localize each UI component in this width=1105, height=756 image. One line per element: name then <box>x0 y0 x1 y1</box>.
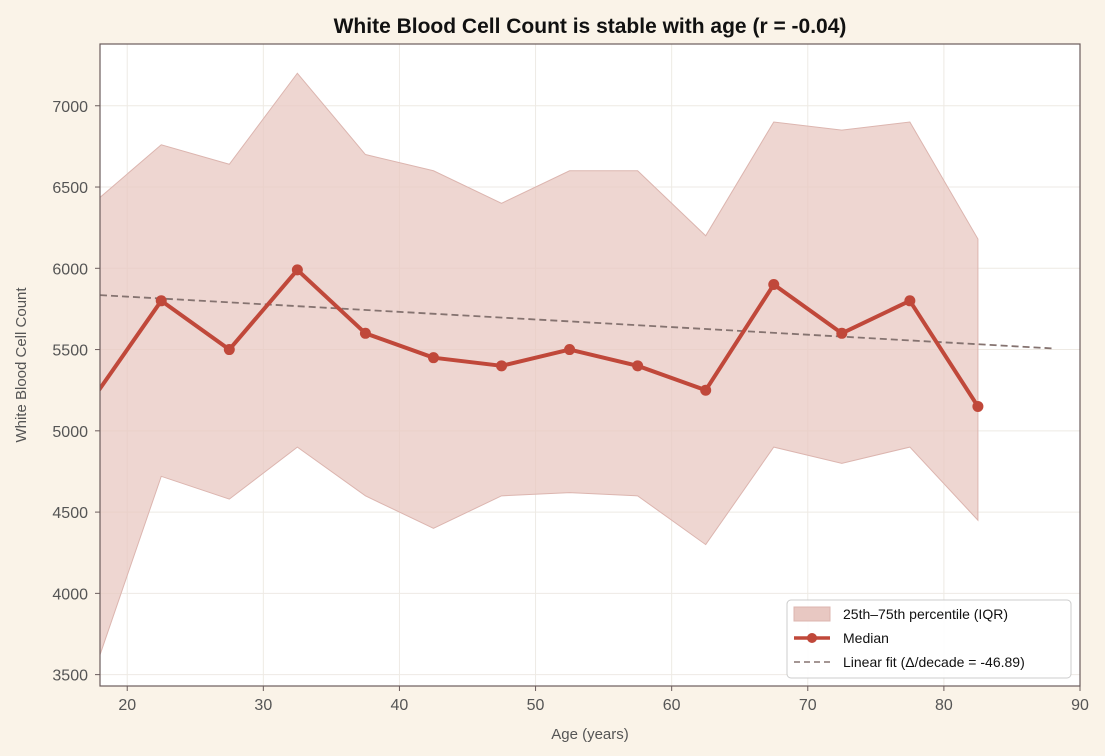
legend-label-fit: Linear fit (Δ/decade = -46.89) <box>843 654 1025 670</box>
y-axis-ticks: 3500 4000 4500 5000 5500 6000 6500 7000 <box>52 99 100 685</box>
median-point <box>223 344 235 356</box>
y-tick-label: 7000 <box>52 99 88 116</box>
median-point <box>291 264 303 276</box>
median-point <box>836 327 848 339</box>
y-tick-label: 5000 <box>52 424 88 441</box>
iqr-band-layer <box>100 72 979 657</box>
y-tick-label: 4500 <box>52 505 88 522</box>
x-tick-label: 40 <box>391 697 409 714</box>
legend-label-iqr: 25th–75th percentile (IQR) <box>843 606 1008 622</box>
x-tick-label: 70 <box>799 697 817 714</box>
x-tick-label: 20 <box>118 697 136 714</box>
iqr-band <box>100 72 979 657</box>
median-point <box>700 384 712 396</box>
x-axis-label: Age (years) <box>551 726 629 743</box>
plot-frame <box>99 43 1081 687</box>
median-point <box>904 295 916 307</box>
legend: 25th–75th percentile (IQR) Median Linear… <box>786 599 1072 679</box>
median-point <box>972 400 984 412</box>
legend-label-median: Median <box>843 630 889 646</box>
median-point <box>427 352 439 364</box>
x-axis-ticks: 20 30 40 50 60 70 80 90 <box>118 686 1089 714</box>
median-point <box>496 360 508 372</box>
y-tick-label: 6500 <box>52 180 88 197</box>
median-line <box>100 267 980 408</box>
y-axis-label: White Blood Cell Count <box>13 287 30 443</box>
y-tick-label: 3500 <box>52 668 88 685</box>
linear-fit-layer <box>99 294 1053 350</box>
chart-title: White Blood Cell Count is stable with ag… <box>334 15 847 38</box>
median-point <box>359 327 371 339</box>
median-point <box>632 360 644 372</box>
x-tick-label: 80 <box>935 697 953 714</box>
y-tick-label: 5500 <box>52 343 88 360</box>
median-point <box>768 279 780 291</box>
y-tick-label: 6000 <box>52 261 88 278</box>
legend-box <box>786 599 1072 679</box>
median-point <box>564 344 576 356</box>
median-line-layer <box>100 264 984 412</box>
y-tick-label: 4000 <box>52 586 88 603</box>
x-tick-label: 90 <box>1071 697 1089 714</box>
legend-swatch-iqr <box>793 606 831 622</box>
x-tick-label: 50 <box>527 697 545 714</box>
legend-swatch-median-marker <box>807 633 817 643</box>
linear-fit-line <box>99 294 1053 350</box>
median-point <box>155 295 167 307</box>
x-tick-label: 30 <box>254 697 272 714</box>
x-tick-label: 60 <box>663 697 681 714</box>
